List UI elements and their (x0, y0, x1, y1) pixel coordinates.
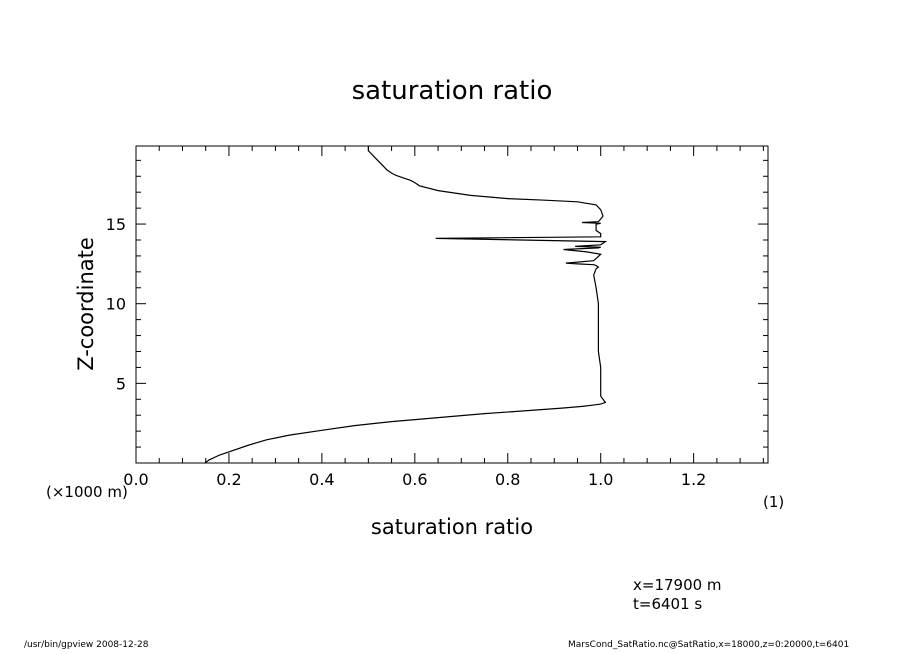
x-tick-label: 0.2 (216, 470, 241, 489)
axis-ticks (136, 146, 768, 463)
x-tick-label: 0.4 (309, 470, 334, 489)
y-tick-label: 5 (116, 374, 126, 393)
x-axis-label: saturation ratio (370, 515, 534, 539)
y-unit-note: (×1000 m) (46, 483, 128, 501)
x-unit-note: (1) (763, 493, 785, 511)
x-tick-label: 0.6 (402, 470, 427, 489)
y-tick-label: 15 (106, 215, 126, 234)
x-tick-label: 0.0 (123, 470, 148, 489)
x-tick-label: 0.8 (495, 470, 520, 489)
series-line (204, 146, 608, 464)
axis-tick-labels: 0.0 0.2 0.4 0.6 0.8 1.0 1.2 5 10 15 (106, 215, 707, 489)
y-tick-label: 10 (106, 295, 126, 314)
x-tick-label: 1.0 (588, 470, 613, 489)
plot-frame (135, 145, 769, 464)
y-axis-label: Z-coordinate (74, 237, 98, 371)
info-x-position: x=17900 m (633, 576, 722, 594)
x-tick-label: 1.2 (681, 470, 706, 489)
footer-left: /usr/bin/gpview 2008-12-28 (24, 640, 149, 650)
chart-title: saturation ratio (351, 76, 553, 106)
footer-right: MarsCond_SatRatio.nc@SatRatio,x=18000,z=… (568, 640, 850, 650)
info-time: t=6401 s (633, 595, 703, 613)
